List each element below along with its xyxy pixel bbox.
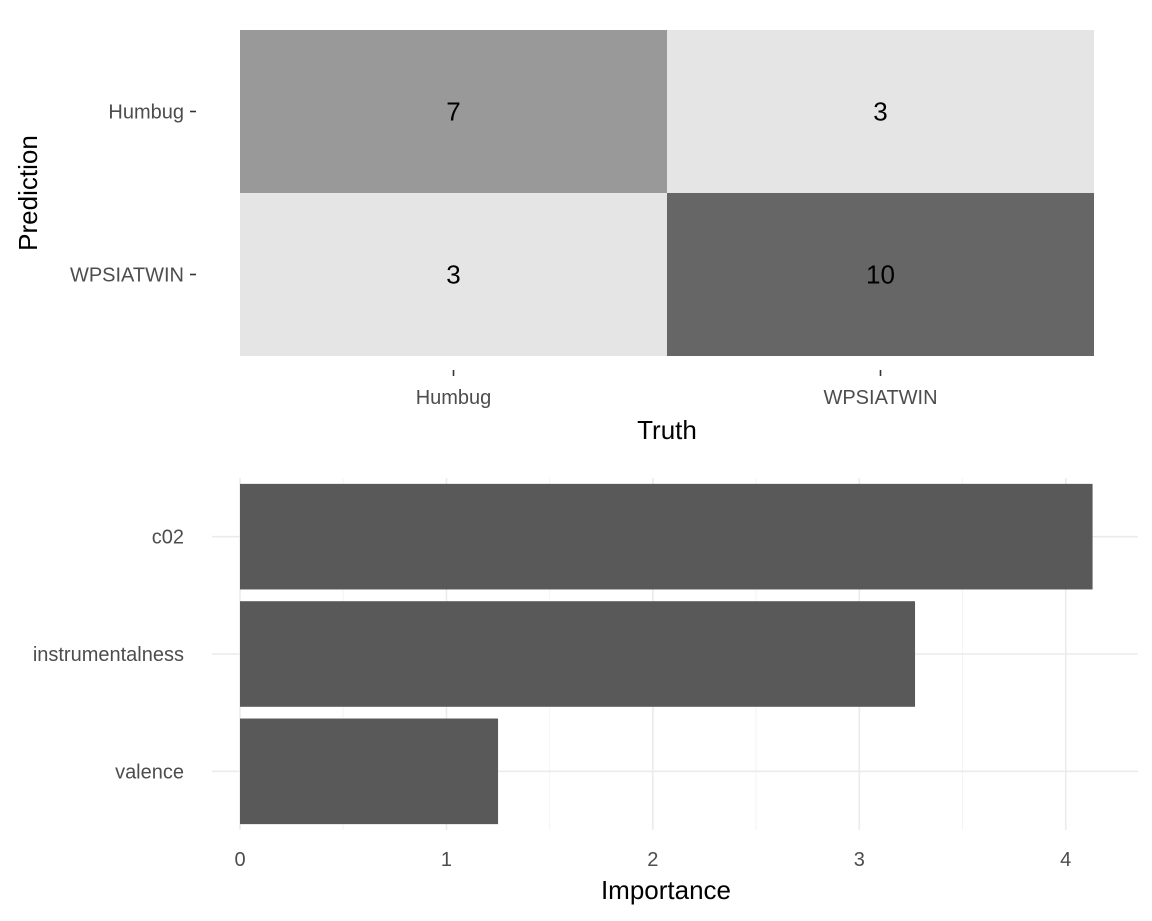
- confusion-matrix-ticks: Humbug WPSIATWIN Humbug WPSIATWIN: [70, 102, 938, 410]
- confusion-matrix-y-axis-title: Prediction: [13, 135, 43, 251]
- importance-x-axis-title: Importance: [601, 875, 731, 905]
- x-tick-label-3: 3: [854, 849, 865, 871]
- x-tick-label-wpsiatwin: WPSIATWIN: [823, 387, 937, 409]
- confusion-matrix-cells: 7 3 3 10: [240, 30, 1094, 356]
- cell-humbug-wpsiatwin: [667, 30, 1094, 193]
- bar-c02: [240, 483, 1093, 590]
- importance-panel: c02 instrumentalness valence 0 1 2 3 4 Importan…: [33, 478, 1138, 905]
- y-tick-label-c02: c02: [152, 527, 184, 549]
- cell-wpsiatwin-humbug: [240, 193, 667, 356]
- bar-instrumentalness: [240, 601, 916, 707]
- importance-ticks: c02 instrumentalness valence 0 1 2 3 4: [33, 527, 1071, 871]
- cell-humbug-humbug: [240, 30, 667, 193]
- x-tick-label-2: 2: [647, 849, 658, 871]
- cell-value-humbug-humbug: 7: [446, 97, 460, 127]
- y-tick-label-humbug: Humbug: [108, 102, 184, 124]
- cell-value-wpsiatwin-wpsiatwin: 10: [866, 260, 895, 290]
- cell-value-humbug-wpsiatwin: 3: [873, 97, 887, 127]
- confusion-matrix-panel: 7 3 3 10 Humbug WPSIATWIN Humbug WPSIATWIN Tru…: [13, 30, 1094, 445]
- importance-bars: [240, 483, 1093, 825]
- x-tick-label-4: 4: [1060, 849, 1071, 871]
- y-tick-label-valence: valence: [115, 761, 184, 783]
- confusion-matrix-x-axis-title: Truth: [637, 415, 697, 445]
- cell-wpsiatwin-wpsiatwin: [667, 193, 1094, 356]
- bar-valence: [240, 718, 499, 825]
- x-tick-label-humbug: Humbug: [416, 387, 492, 409]
- x-tick-label-0: 0: [234, 849, 245, 871]
- y-tick-label-instrumentalness: instrumentalness: [33, 644, 184, 666]
- cell-value-wpsiatwin-humbug: 3: [446, 260, 460, 290]
- y-tick-label-wpsiatwin: WPSIATWIN: [70, 265, 184, 287]
- x-tick-label-1: 1: [441, 849, 452, 871]
